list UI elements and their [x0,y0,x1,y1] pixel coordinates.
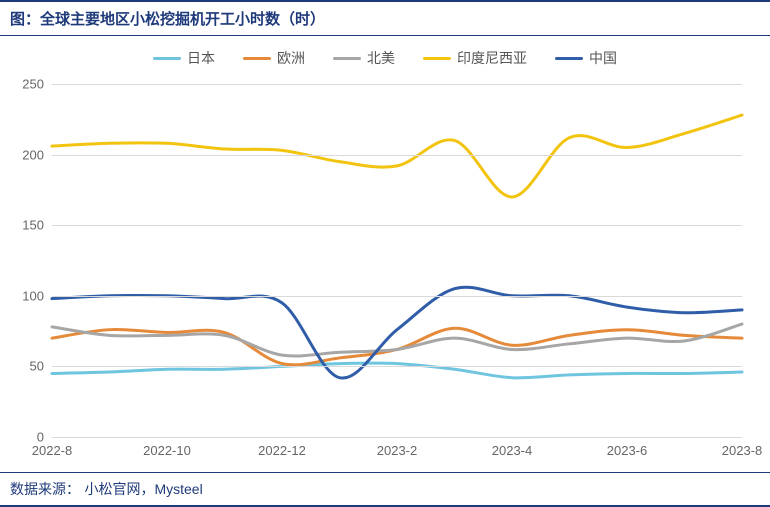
grid-line [52,296,742,297]
legend-swatch [243,57,271,60]
legend-label: 欧洲 [277,48,305,68]
legend-item: 日本 [153,48,215,68]
y-tick-label: 200 [22,147,52,162]
legend-label: 印度尼西亚 [457,48,527,68]
legend-swatch [555,57,583,60]
footer-prefix: 数据来源： [10,481,80,497]
chart-area: 日本 欧洲 北美 印度尼西亚 中国 0501001502002502022-82022-… [10,40,760,467]
legend-label: 北美 [367,48,395,68]
chart-title: 图：全球主要地区小松挖掘机开工小时数（时） [10,8,760,29]
series-line [52,328,742,365]
legend-swatch [333,57,361,60]
plot-region: 0501001502002502022-82022-102022-122023-… [52,84,742,437]
series-line [52,363,742,378]
legend: 日本 欧洲 北美 印度尼西亚 中国 [10,40,760,72]
chart-footer-bar: 数据来源： 小松官网，Mysteel [0,472,770,507]
grid-line [52,366,742,367]
legend-label: 日本 [187,48,215,68]
legend-swatch [423,57,451,60]
legend-label: 中国 [589,48,617,68]
chart-title-bar: 图：全球主要地区小松挖掘机开工小时数（时） [0,0,770,36]
x-tick-label: 2022-10 [143,437,191,458]
y-tick-label: 100 [22,288,52,303]
grid-line [52,225,742,226]
y-tick-label: 150 [22,218,52,233]
legend-item: 中国 [555,48,617,68]
line-layer [52,84,742,437]
series-line [52,115,742,197]
legend-item: 印度尼西亚 [423,48,527,68]
x-tick-label: 2023-4 [492,437,532,458]
legend-item: 北美 [333,48,395,68]
y-tick-label: 250 [22,77,52,92]
grid-line [52,155,742,156]
legend-item: 欧洲 [243,48,305,68]
x-tick-label: 2023-8 [722,437,762,458]
x-tick-label: 2022-8 [32,437,72,458]
footer-source: 小松官网，Mysteel [84,481,202,497]
x-tick-label: 2023-6 [607,437,647,458]
grid-line [52,84,742,85]
x-tick-label: 2023-2 [377,437,417,458]
x-tick-label: 2022-12 [258,437,306,458]
legend-swatch [153,57,181,60]
y-tick-label: 50 [30,359,52,374]
